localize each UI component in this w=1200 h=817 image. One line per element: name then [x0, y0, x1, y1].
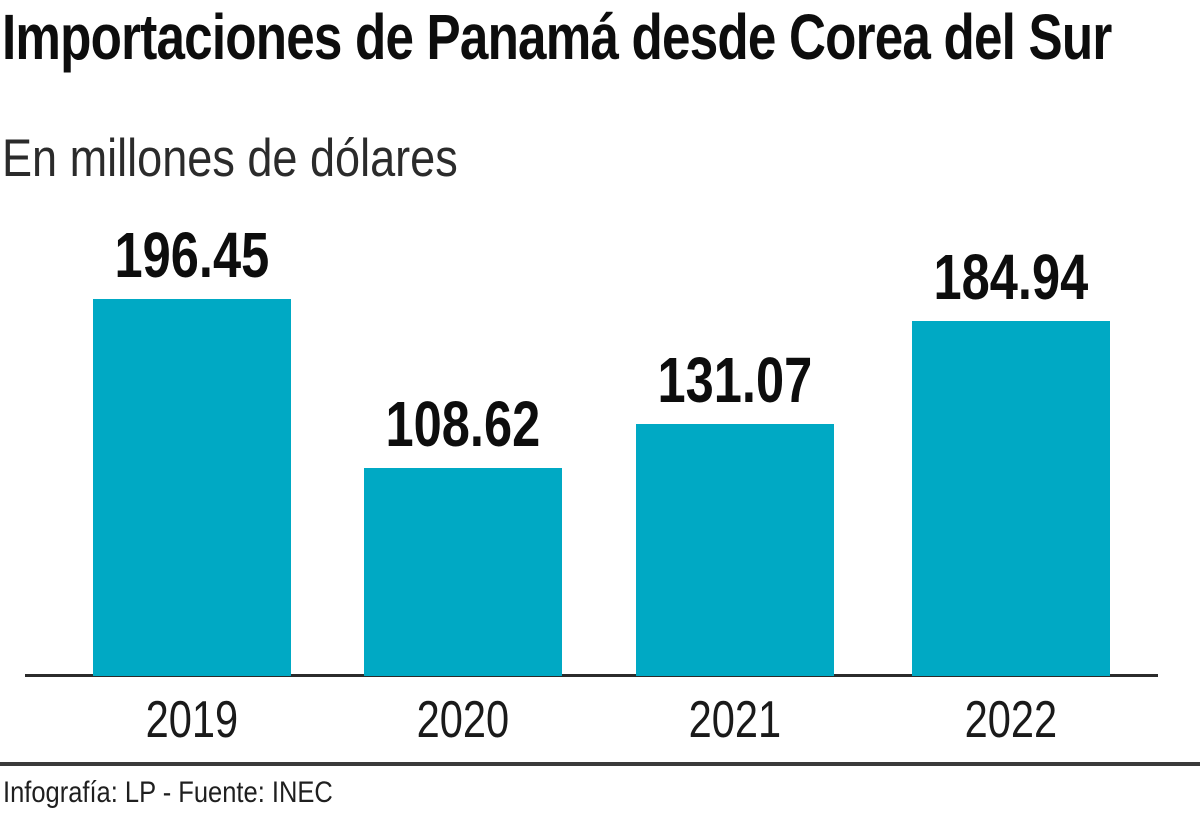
bar-column-2021: 131.07 2021: [635, 348, 834, 746]
chart-subtitle: En millones de dólares: [2, 129, 458, 188]
footer-divider: [0, 762, 1200, 766]
bar-category-label: 2021: [688, 691, 781, 749]
bar-column-2020: 108.62 2020: [364, 392, 562, 746]
x-axis-line: [25, 674, 1158, 677]
bar-2022: [912, 321, 1110, 676]
bar-category-label: 2022: [964, 691, 1058, 749]
bar-value-label: 108.62: [385, 388, 541, 460]
bar-2021: [635, 424, 834, 676]
bar-category-label: 2020: [416, 691, 510, 749]
bar-value-label: 131.07: [657, 344, 812, 416]
bar-2019: [92, 299, 291, 676]
chart-title: Importaciones de Panamá desde Corea del …: [2, 1, 1112, 73]
bar-value-label: 184.94: [933, 241, 1089, 313]
bar-value-label: 196.45: [114, 219, 269, 291]
source-credit: Infografía: LP - Fuente: INEC: [3, 776, 333, 809]
bar-column-2022: 184.94 2022: [912, 245, 1110, 746]
bar-2020: [364, 468, 562, 676]
bar-category-label: 2019: [145, 691, 238, 749]
bar-column-2019: 196.45 2019: [92, 223, 291, 746]
